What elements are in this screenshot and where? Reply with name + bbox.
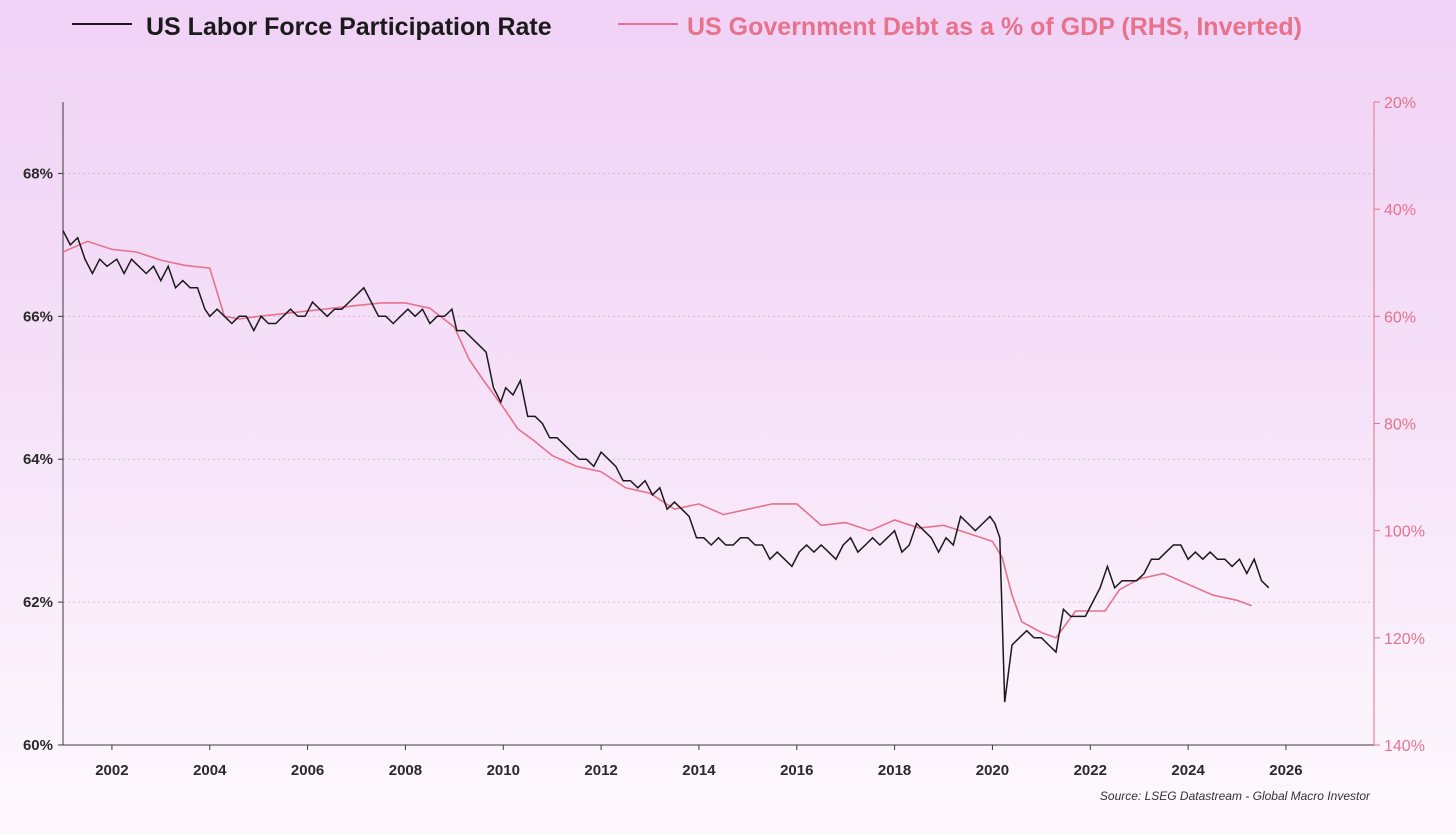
x-tick-label: 2020: [976, 762, 1009, 779]
left-tick-label: 64%: [23, 451, 53, 468]
x-tick-label: 2022: [1074, 762, 1107, 779]
right-tick-label: 100%: [1384, 524, 1425, 541]
x-tick-label: 2014: [682, 762, 716, 779]
series-line-debt-gdp: [62, 240, 1252, 639]
legend: US Labor Force Participation Rate US Gov…: [72, 13, 1302, 41]
right-tick-label: 20%: [1384, 95, 1416, 112]
source-note: Source: LSEG Datastream - Global Macro I…: [1100, 789, 1371, 803]
right-tick-label: 60%: [1384, 309, 1416, 326]
gridlines: [63, 173, 1374, 603]
left-tick-label: 62%: [23, 594, 53, 611]
legend-label-lfpr: US Labor Force Participation Rate: [146, 13, 552, 41]
left-tick-label: 66%: [23, 308, 53, 325]
legend-label-debt: US Government Debt as a % of GDP (RHS, I…: [687, 13, 1302, 41]
x-tick-label: 2012: [584, 762, 617, 779]
series-line-lfpr: [62, 230, 1270, 703]
x-tick-label: 2024: [1171, 762, 1205, 779]
x-tick-label: 2004: [193, 762, 227, 779]
x-tick-label: 2010: [487, 762, 520, 779]
right-tick-label: 80%: [1384, 417, 1416, 434]
x-tick-label: 2002: [95, 762, 128, 779]
right-tick-label: 120%: [1384, 631, 1425, 648]
left-tick-label: 60%: [23, 737, 53, 754]
x-tick-label: 2008: [389, 762, 422, 779]
x-tick-label: 2018: [878, 762, 911, 779]
right-tick-label: 140%: [1384, 738, 1425, 755]
right-axis-ticks: 20% 40% 60% 80% 100% 120% 140%: [1374, 95, 1425, 755]
x-tick-label: 2006: [291, 762, 324, 779]
x-tick-label: 2026: [1269, 762, 1302, 779]
x-axis-ticks: 2002 2004 2006 2008 2010 2012 2014 2016 2018 2020…: [95, 745, 1303, 779]
left-tick-label: 68%: [23, 165, 53, 182]
right-tick-label: 40%: [1384, 202, 1416, 219]
x-tick-label: 2016: [780, 762, 813, 779]
left-axis-ticks: 60% 62% 64% 66% 68%: [23, 165, 63, 754]
